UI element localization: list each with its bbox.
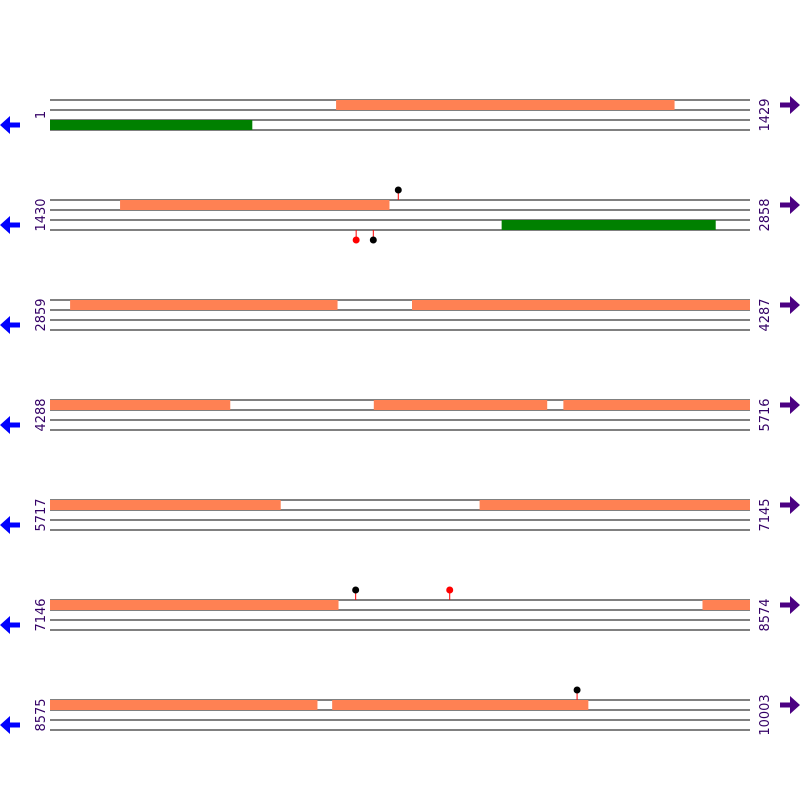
marker-dot bbox=[352, 236, 360, 244]
start-coordinate: 4288 bbox=[34, 398, 49, 431]
orf-bar bbox=[373, 400, 548, 410]
start-coordinate: 5717 bbox=[34, 498, 49, 531]
site-marker bbox=[394, 186, 402, 200]
arrow-left-icon bbox=[0, 516, 20, 534]
marker-dot bbox=[352, 586, 360, 594]
start-coordinate: 1430 bbox=[34, 198, 49, 231]
orf-bar bbox=[50, 700, 318, 710]
orf-bar bbox=[70, 300, 338, 310]
orf-bar bbox=[50, 400, 231, 410]
orf-bar bbox=[479, 500, 750, 510]
start-coordinate: 7146 bbox=[34, 598, 49, 631]
arrow-right-icon bbox=[780, 596, 800, 614]
arrow-left-icon bbox=[0, 216, 20, 234]
orf-bar bbox=[332, 700, 589, 710]
arrow-left-icon bbox=[0, 416, 20, 434]
orf-bar bbox=[412, 300, 750, 310]
arrow-left-icon bbox=[0, 616, 20, 634]
orf-bar bbox=[702, 600, 750, 610]
end-coordinate: 5716 bbox=[758, 398, 773, 431]
sequence-row: 7146 8574 bbox=[0, 586, 800, 634]
arrow-right-icon bbox=[780, 196, 800, 214]
sequence-row: 8575 10003 bbox=[0, 686, 800, 736]
arrow-right-icon bbox=[780, 96, 800, 114]
arrow-right-icon bbox=[780, 696, 800, 714]
marker-dot bbox=[446, 586, 454, 594]
orf-bar bbox=[50, 500, 281, 510]
arrow-left-icon bbox=[0, 116, 20, 134]
orf-bar bbox=[336, 100, 675, 110]
end-coordinate: 4287 bbox=[758, 298, 773, 331]
marker-dot bbox=[573, 686, 581, 694]
end-coordinate: 1429 bbox=[758, 98, 773, 131]
site-marker bbox=[352, 230, 360, 244]
end-coordinate: 2858 bbox=[758, 198, 773, 231]
sequence-row: 1 1429 bbox=[0, 96, 800, 134]
arrow-right-icon bbox=[780, 496, 800, 514]
gene-bar bbox=[50, 120, 253, 130]
site-marker bbox=[573, 686, 581, 700]
arrow-right-icon bbox=[780, 396, 800, 414]
site-marker bbox=[352, 586, 360, 600]
start-coordinate: 1 bbox=[34, 111, 49, 119]
arrow-left-icon bbox=[0, 716, 20, 734]
end-coordinate: 8574 bbox=[758, 598, 773, 631]
end-coordinate: 7145 bbox=[758, 498, 773, 531]
orf-bar bbox=[120, 200, 390, 210]
site-marker bbox=[369, 230, 377, 244]
orf-bar bbox=[50, 600, 339, 610]
site-marker bbox=[446, 586, 454, 600]
gene-bar bbox=[501, 220, 716, 230]
sequence-row: 1430 2858 bbox=[0, 186, 800, 244]
arrow-right-icon bbox=[780, 296, 800, 314]
end-coordinate: 10003 bbox=[758, 694, 773, 735]
start-coordinate: 2859 bbox=[34, 298, 49, 331]
orf-bar bbox=[563, 400, 750, 410]
sequence-row: 4288 5716 bbox=[0, 396, 800, 434]
sequence-row: 2859 4287 bbox=[0, 296, 800, 334]
sequence-row: 5717 7145 bbox=[0, 496, 800, 534]
marker-dot bbox=[394, 186, 402, 194]
marker-dot bbox=[369, 236, 377, 244]
start-coordinate: 8575 bbox=[34, 698, 49, 731]
arrow-left-icon bbox=[0, 316, 20, 334]
